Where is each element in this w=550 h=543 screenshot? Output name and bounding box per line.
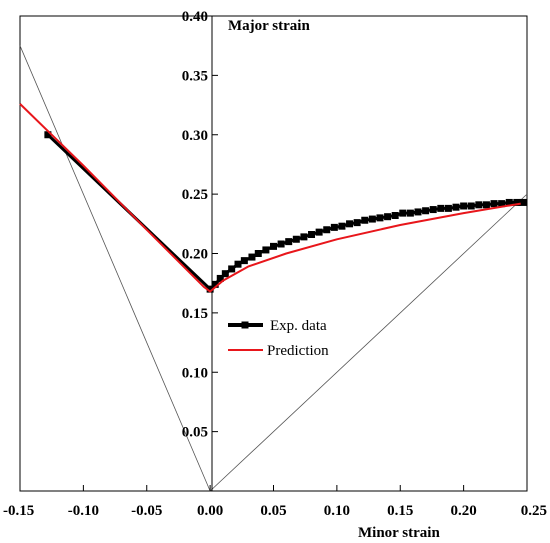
data-point bbox=[44, 131, 52, 139]
data-point bbox=[437, 204, 445, 212]
data-point bbox=[353, 219, 361, 227]
data-point bbox=[211, 280, 219, 288]
data-point bbox=[519, 198, 527, 206]
x-axis: -0.15 -0.10 -0.05 0.00 0.05 0.10 0.15 0.20 0.25 bbox=[3, 485, 547, 519]
data-point bbox=[460, 202, 468, 210]
x-tick-label: 0.15 bbox=[387, 503, 413, 519]
data-point bbox=[285, 238, 293, 246]
data-point bbox=[490, 200, 498, 208]
data-point bbox=[414, 208, 422, 216]
data-point bbox=[467, 202, 475, 210]
y-tick-label: 0.15 bbox=[182, 306, 208, 322]
x-tick-label: -0.05 bbox=[131, 503, 162, 519]
series-layer bbox=[19, 103, 527, 293]
reference-line bbox=[19, 45, 211, 492]
data-point bbox=[399, 209, 407, 217]
data-point bbox=[234, 260, 242, 268]
x-tick-label: 0.25 bbox=[521, 503, 547, 519]
y-tick-label: 0.35 bbox=[182, 68, 208, 84]
data-point bbox=[262, 246, 270, 254]
y-axis: 0.05 0.10 0.15 0.20 0.25 0.30 0.35 0.40 bbox=[182, 9, 218, 491]
x-tick-label: 0.05 bbox=[260, 503, 286, 519]
data-point bbox=[513, 198, 521, 206]
data-point bbox=[338, 222, 346, 230]
y-tick-label: 0.20 bbox=[182, 247, 208, 263]
reference-lines bbox=[19, 45, 528, 492]
data-point bbox=[270, 242, 277, 250]
y-tick-label: 0.40 bbox=[182, 9, 208, 25]
legend-label-prediction: Prediction bbox=[267, 343, 329, 359]
data-point bbox=[505, 198, 513, 206]
data-point bbox=[406, 209, 414, 217]
y-tick-label: 0.10 bbox=[182, 365, 208, 381]
x-tick-label: 0.00 bbox=[197, 503, 223, 519]
data-point bbox=[240, 257, 248, 265]
data-point bbox=[221, 270, 229, 278]
data-point bbox=[391, 212, 399, 219]
data-point bbox=[206, 285, 214, 293]
data-point bbox=[292, 235, 300, 243]
legend-label-exp: Exp. data bbox=[270, 318, 327, 334]
data-point bbox=[254, 250, 262, 257]
data-point bbox=[361, 216, 369, 224]
data-point bbox=[300, 233, 308, 241]
data-point bbox=[248, 253, 256, 261]
reference-line bbox=[209, 193, 528, 492]
x-tick-label: 0.10 bbox=[324, 503, 350, 519]
data-point bbox=[315, 228, 323, 236]
data-point bbox=[346, 220, 354, 228]
data-point bbox=[368, 215, 376, 223]
plot-frame bbox=[19, 15, 528, 492]
x-tick-label: -0.15 bbox=[3, 503, 34, 519]
data-point bbox=[216, 274, 224, 282]
y-tick-label: 0.05 bbox=[182, 425, 208, 441]
data-point bbox=[498, 200, 506, 208]
data-point bbox=[330, 223, 338, 231]
data-point bbox=[376, 214, 384, 222]
data-point bbox=[444, 204, 452, 212]
data-point bbox=[384, 213, 392, 221]
y-tick-label: 0.30 bbox=[182, 128, 208, 144]
y-tick-label: 0.25 bbox=[182, 187, 208, 203]
data-point bbox=[277, 240, 285, 248]
data-point bbox=[482, 201, 490, 209]
data-point bbox=[308, 231, 316, 238]
data-point bbox=[452, 203, 460, 211]
data-point bbox=[429, 206, 437, 214]
data-point bbox=[422, 207, 430, 215]
data-point bbox=[228, 265, 236, 273]
data-point bbox=[323, 226, 331, 234]
x-tick-label: -0.10 bbox=[68, 503, 99, 519]
x-axis-title: Minor strain bbox=[358, 525, 440, 541]
legend-marker-exp bbox=[241, 321, 249, 329]
x-tick-label: 0.20 bbox=[451, 503, 477, 519]
legend: Exp. data Prediction bbox=[228, 318, 329, 359]
series-line-prediction bbox=[19, 103, 521, 293]
data-point bbox=[475, 201, 483, 209]
y-axis-title: Major strain bbox=[228, 18, 310, 34]
series-line-exp-data bbox=[46, 133, 524, 291]
